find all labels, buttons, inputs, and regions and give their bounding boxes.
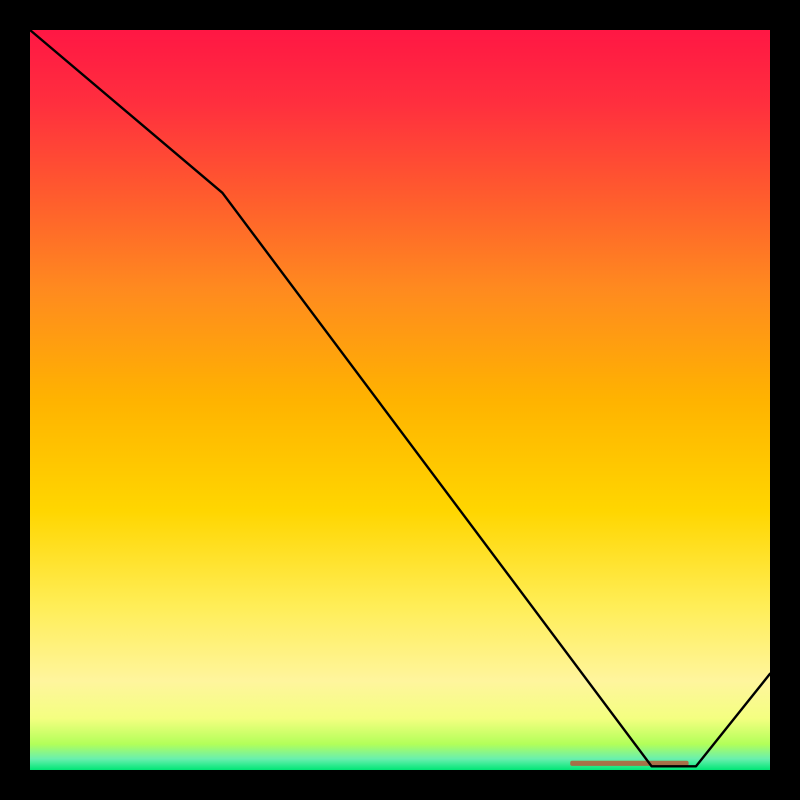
bottleneck-chart <box>0 0 800 800</box>
plot-background <box>30 30 770 770</box>
chart-container: { "watermark": { "text": "TheBottleneck.… <box>0 0 800 800</box>
